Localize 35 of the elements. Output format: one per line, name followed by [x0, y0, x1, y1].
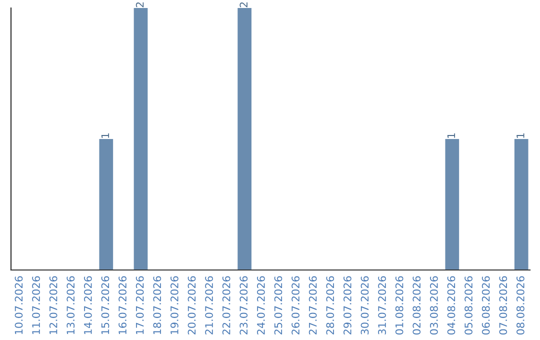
x-tick-label: 28.07.2026 — [326, 276, 334, 334]
x-tick-label: 19.07.2026 — [170, 276, 178, 334]
x-tick-label: 16.07.2026 — [118, 276, 126, 334]
x-tick-label: 10.07.2026 — [14, 276, 23, 334]
x-tick-label: 01.08.2026 — [395, 276, 404, 335]
x-tick-label: 04.08.2026 — [447, 276, 456, 335]
data-label: 1 — [516, 133, 524, 138]
data-label: 1 — [447, 133, 456, 138]
x-tick-label: 17.07.2026 — [136, 276, 144, 334]
x-tick-label: 29.07.2026 — [343, 276, 352, 334]
x-tick-label: 05.08.2026 — [464, 276, 472, 335]
x-tick-label: 11.07.2026 — [32, 276, 40, 334]
x-tick-label: 13.07.2026 — [66, 276, 75, 334]
x-tick-label: 27.07.2026 — [308, 276, 317, 334]
x-tick-label: 26.07.2026 — [292, 276, 300, 334]
x-tick-label: 24.07.2026 — [256, 276, 265, 334]
x-tick-label: 20.07.2026 — [188, 276, 196, 334]
data-label: 2 — [240, 2, 248, 8]
x-tick-label: 15.07.2026 — [101, 276, 110, 334]
x-tick-label: 12.07.2026 — [49, 276, 58, 334]
x-tick-label: 22.07.2026 — [222, 276, 230, 334]
x-tick-label: 02.08.2026 — [412, 276, 421, 335]
x-tick-label: 25.07.2026 — [274, 276, 282, 334]
data-label: 2 — [136, 2, 144, 8]
data-label: 1 — [101, 133, 110, 138]
x-tick-label: 14.07.2026 — [84, 276, 92, 334]
x-tick-label: 18.07.2026 — [153, 276, 162, 334]
x-tick-label: 06.08.2026 — [482, 276, 490, 335]
x-tick-label: 08.08.2026 — [516, 276, 524, 335]
x-tick-label: 07.08.2026 — [499, 276, 508, 335]
x-tick-label: 21.07.2026 — [205, 276, 213, 334]
x-tick-label: 23.07.2026 — [240, 276, 248, 334]
x-tick-label: 30.07.2026 — [360, 276, 369, 334]
x-tick-label: 03.08.2026 — [430, 276, 438, 335]
x-tick-label: 31.07.2026 — [378, 276, 386, 334]
